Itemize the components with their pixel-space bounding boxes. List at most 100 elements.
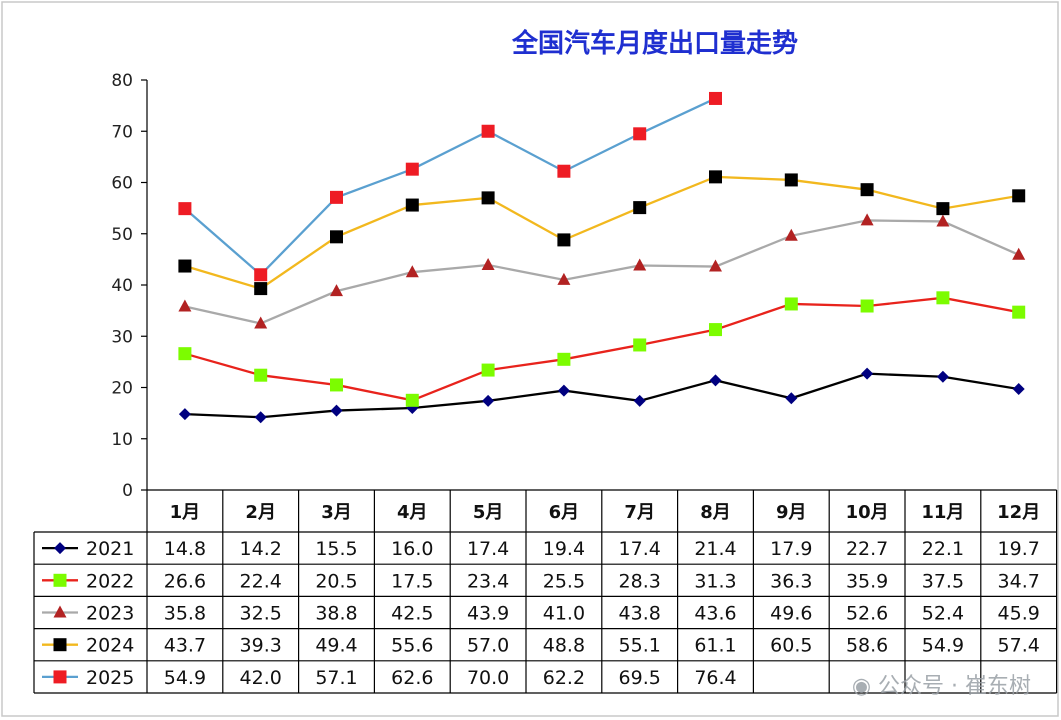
data-label-2023: 52.6 — [846, 603, 888, 625]
marker-2021 — [254, 411, 267, 424]
y-tick-label: 0 — [122, 481, 133, 501]
watermark-text: 公众号 · 崔东树 — [878, 674, 1031, 699]
marker-2024 — [633, 201, 647, 215]
data-label-2022: 36.3 — [770, 570, 812, 592]
data-label-2021: 17.4 — [467, 538, 509, 560]
y-tick-label: 70 — [111, 122, 133, 142]
data-label-2022: 35.9 — [846, 570, 888, 592]
legend-label-2022: 2022 — [86, 570, 134, 592]
legend-marker-2025 — [53, 670, 67, 684]
marker-2023 — [936, 214, 950, 227]
data-label-2022: 34.7 — [998, 570, 1040, 592]
legend-marker-2021 — [54, 542, 66, 555]
marker-2024 — [784, 173, 798, 187]
marker-2022 — [330, 378, 343, 392]
data-label-2025: 57.1 — [315, 667, 357, 689]
marker-2024 — [178, 259, 192, 273]
marker-2021 — [178, 408, 191, 421]
series-line-2024 — [184, 175, 1019, 290]
legend-marker-2023 — [53, 605, 67, 618]
marker-2022 — [784, 297, 798, 311]
plot-area: 0 10 20 30 40 50 60 70 80 — [111, 71, 1026, 501]
data-label-2022: 20.5 — [315, 570, 357, 592]
data-label-2023: 35.8 — [164, 603, 206, 625]
x-tick-label: 9月 — [776, 502, 807, 523]
data-label-2024: 60.5 — [770, 635, 812, 657]
data-label-2024: 58.6 — [846, 635, 888, 657]
y-tick-label: 40 — [111, 276, 133, 296]
legend-marker-2022 — [53, 573, 67, 587]
x-tick-label: 4月 — [397, 502, 428, 523]
data-label-2023: 49.6 — [770, 603, 812, 625]
data-label-2024: 57.0 — [467, 635, 509, 657]
data-label-2024: 48.8 — [543, 635, 585, 657]
series-line-2025 — [184, 97, 716, 277]
data-label-2022: 23.4 — [467, 570, 509, 592]
data-label-2024: 39.3 — [240, 635, 282, 657]
data-table: 1月 2月 3月 4月 5月 6月 7月 8月 9月 10月 11月 12月 2021 14.8 14.2 1… — [33, 489, 1058, 694]
marker-2025 — [633, 127, 647, 141]
data-label-2023: 52.4 — [922, 603, 964, 625]
marker-2021 — [861, 367, 874, 380]
x-tick-label: 6月 — [549, 502, 580, 523]
data-label-2024: 61.1 — [694, 635, 736, 657]
marker-2022 — [633, 338, 647, 352]
series-line-2021 — [184, 372, 1019, 419]
data-label-2021: 14.8 — [164, 538, 206, 560]
marker-2022 — [178, 347, 192, 361]
marker-2023 — [784, 228, 798, 241]
data-label-2021: 19.7 — [998, 538, 1040, 560]
marker-2024 — [481, 191, 495, 205]
data-label-2025: 76.4 — [694, 667, 736, 689]
data-label-2025: 62.2 — [543, 667, 585, 689]
marker-2023 — [405, 265, 419, 278]
data-label-2023: 43.6 — [694, 603, 736, 625]
data-label-2022: 31.3 — [694, 570, 736, 592]
data-label-2021: 17.9 — [770, 538, 812, 560]
data-label-2021: 17.4 — [619, 538, 661, 560]
data-label-2025: 69.5 — [619, 667, 661, 689]
marker-2022 — [254, 368, 268, 382]
marker-2022 — [860, 299, 874, 313]
data-label-2022: 25.5 — [543, 570, 585, 592]
marker-2025 — [254, 268, 268, 282]
y-tick-label: 20 — [111, 379, 133, 399]
y-tick-label: 60 — [111, 174, 133, 194]
marker-2021 — [936, 370, 949, 383]
x-tick-label: 12月 — [997, 502, 1040, 523]
data-label-2023: 32.5 — [240, 603, 282, 625]
data-label-2023: 43.8 — [619, 603, 661, 625]
legend-marker-2024 — [53, 638, 67, 652]
y-tick-label: 80 — [111, 71, 133, 91]
marker-2022 — [1012, 305, 1026, 319]
data-label-2024: 49.4 — [315, 635, 357, 657]
marker-2022 — [481, 363, 495, 377]
marker-2023 — [481, 258, 495, 271]
marker-2025 — [405, 162, 419, 176]
data-label-2023: 45.9 — [998, 603, 1040, 625]
x-tick-label: 11月 — [921, 502, 964, 523]
legend-label-2025: 2025 — [86, 667, 134, 689]
series-line-2023 — [184, 219, 1020, 325]
legend-label-2023: 2023 — [86, 603, 134, 625]
data-label-2023: 41.0 — [543, 603, 585, 625]
data-label-2021: 22.7 — [846, 538, 888, 560]
y-tick-label: 30 — [111, 327, 133, 347]
x-tick-label: 7月 — [624, 502, 655, 523]
data-label-2025: 62.6 — [391, 667, 433, 689]
x-tick-label: 2月 — [245, 502, 276, 523]
legend-label-2021: 2021 — [86, 538, 134, 560]
data-label-2024: 57.4 — [998, 635, 1040, 657]
marker-2024 — [709, 170, 722, 184]
series-line-2022 — [184, 296, 1019, 402]
marker-2023 — [1012, 247, 1026, 260]
marker-2021 — [330, 404, 343, 417]
y-tick-label: 10 — [111, 430, 133, 450]
data-label-2022: 17.5 — [391, 570, 433, 592]
wechat-icon: ◉ — [851, 674, 872, 699]
data-label-2025: 54.9 — [164, 667, 206, 689]
marker-2021 — [1012, 383, 1025, 396]
data-label-2021: 22.1 — [922, 538, 964, 560]
